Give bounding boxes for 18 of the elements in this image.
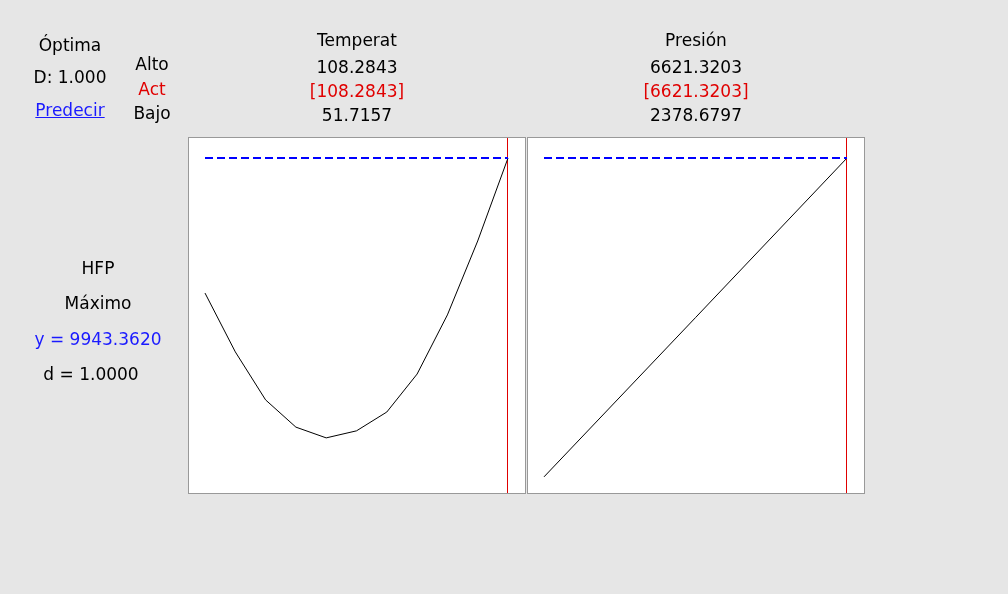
text: Predecir xyxy=(35,100,105,120)
text: y = 9943.3620 xyxy=(34,329,162,349)
text: HFP xyxy=(81,258,115,278)
text: 108.2843 xyxy=(316,57,398,77)
text: 51.7157 xyxy=(321,105,393,125)
text: Act xyxy=(138,79,166,99)
text: Máximo xyxy=(64,293,132,313)
text: D: 1.000 xyxy=(33,67,107,87)
text: d = 1.0000 xyxy=(43,364,139,384)
text: Bajo xyxy=(133,103,171,123)
text: [6621.3203] xyxy=(643,81,749,101)
text: Alto xyxy=(135,54,169,74)
text: 6621.3203 xyxy=(650,57,742,77)
text: 2378.6797 xyxy=(650,105,742,125)
text: Óptima xyxy=(38,35,102,55)
chart-title: Temperat xyxy=(317,30,397,50)
chart-title: Presión xyxy=(665,30,727,50)
text: [108.2843] xyxy=(309,81,405,101)
